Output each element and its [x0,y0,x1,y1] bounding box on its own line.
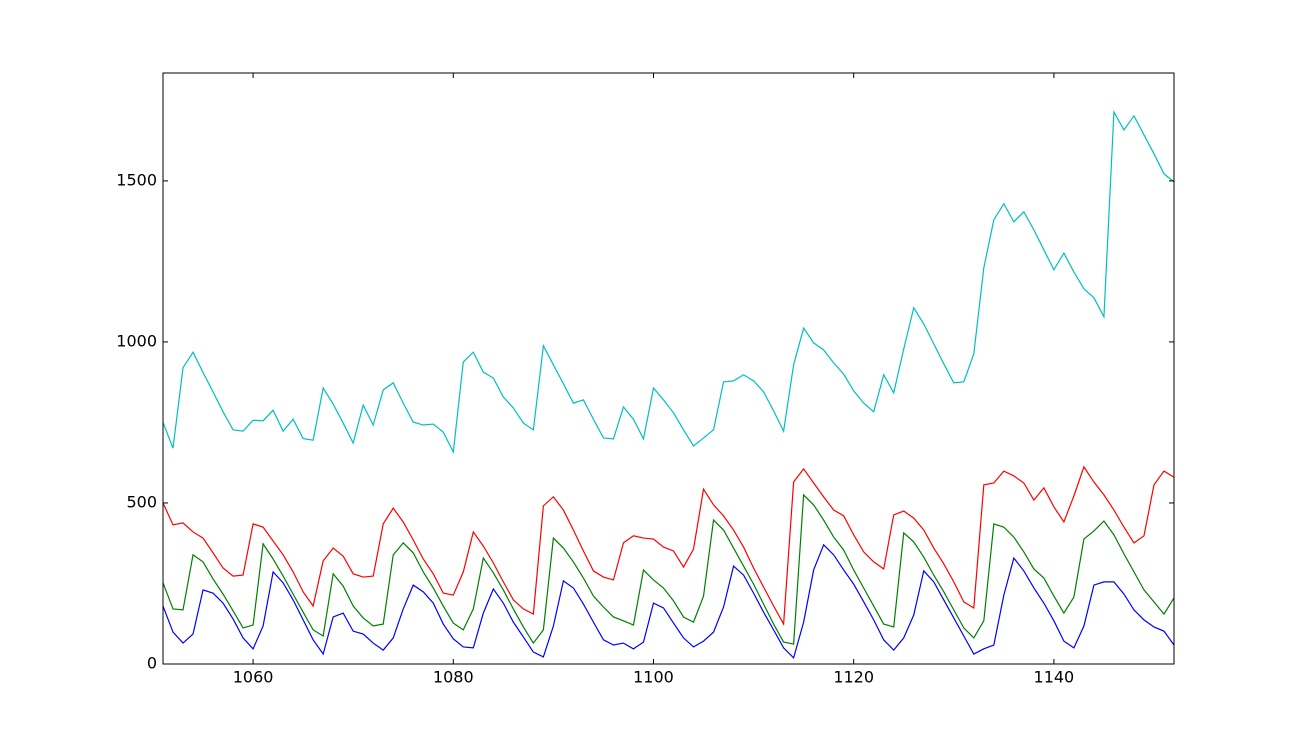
y-tick-label: 1000 [116,331,157,350]
y-tick-label: 1500 [116,170,157,189]
line-series [162,543,1175,660]
x-tick-label: 1080 [433,668,474,687]
line-series [162,465,1175,627]
x-tick-label: 1140 [1034,668,1075,687]
line-series [162,493,1175,645]
axes-frame [162,72,1175,665]
y-tick-label: 0 [147,654,157,673]
x-tick-label: 1120 [833,668,874,687]
y-tick-label: 500 [126,492,157,511]
x-tick-label: 1100 [633,668,674,687]
x-tick-label: 1060 [233,668,274,687]
line-series [162,109,1175,455]
